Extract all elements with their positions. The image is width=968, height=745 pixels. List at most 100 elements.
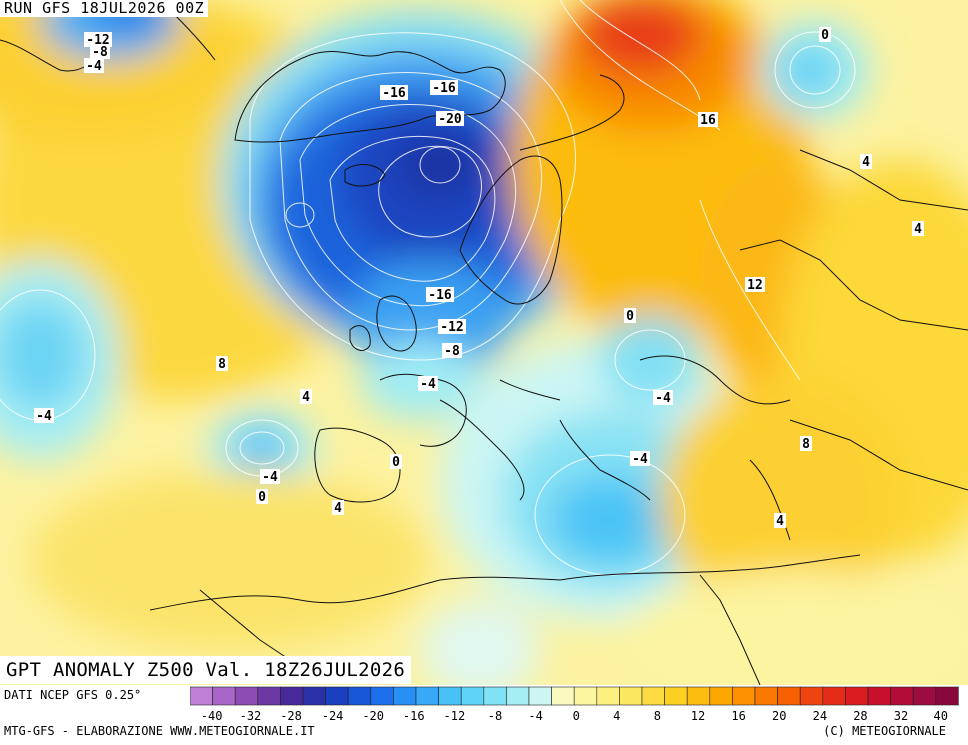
contour-label-bg [90, 44, 110, 59]
contour-label: 4 [334, 501, 342, 516]
contour-label: -4 [86, 59, 102, 74]
colorbar-swatch [370, 686, 394, 706]
colorbar-swatch [438, 686, 462, 706]
contour-label: 8 [802, 437, 810, 452]
contour-label: -4 [632, 452, 648, 467]
contour-label-bg [430, 80, 458, 95]
colorbar-swatch [460, 686, 485, 706]
contour-label: 16 [700, 113, 716, 128]
colorbar-tick-label: -12 [444, 709, 466, 722]
colorbar-swatch [845, 686, 869, 706]
colorbar-swatch [709, 686, 733, 706]
contour-label: 4 [776, 514, 784, 529]
contour-label: 0 [626, 309, 634, 324]
contour-label-bg [380, 85, 408, 100]
contour-label: 4 [302, 390, 310, 405]
colorbar-swatch [641, 686, 665, 706]
colorbar-swatch [777, 686, 801, 706]
contour-label-bg [624, 308, 636, 323]
colorbar-swatch [190, 686, 213, 706]
contour-value-labels: -12-8-4-16 -16-20 1604412-16-12-80-484-4-4… [34, 27, 924, 529]
contour-label-bg [819, 27, 831, 42]
colorbar-swatch [551, 686, 575, 706]
colorbar-swatch [596, 686, 620, 706]
contour-label: 0 [392, 455, 400, 470]
contour-label: -16 [382, 86, 406, 101]
colorbar-swatch [732, 686, 756, 706]
contour-label: 8 [218, 357, 226, 372]
contour-label-bg [390, 454, 402, 469]
contour-label-bg [34, 408, 54, 423]
contour-label-bg [860, 154, 872, 169]
contour-label: -12 [440, 320, 463, 335]
colorbar-swatch [619, 686, 643, 706]
colorbar-swatch [799, 686, 824, 706]
colorbar-tick-label: -4 [528, 709, 542, 722]
contour-label: -20 [438, 112, 462, 127]
contour-label-bg [774, 513, 786, 528]
data-source-label: DATI NCEP GFS 0.25° [4, 688, 142, 702]
colorbar-tick-label: 40 [934, 709, 948, 722]
colorbar-tick-label: 32 [894, 709, 908, 722]
contour-label-bg [216, 356, 228, 371]
colorbar-tick-label: -20 [362, 709, 384, 722]
contour-label-bg [256, 489, 268, 504]
contour-label-bg [84, 58, 104, 73]
contour-label-bg [745, 277, 765, 292]
contour-label-bg [426, 287, 454, 302]
colorbar-swatch [935, 686, 959, 706]
contour-label: -4 [36, 409, 52, 424]
contour-label: 0 [821, 28, 829, 43]
colorbar-swatch [483, 686, 507, 706]
colorbar-legend: -40 -32 -28 -24 -20 -16 -12 -8 -4 0 4 8 12 16 20 24 28 32… [190, 686, 959, 722]
colorbar-swatch [528, 686, 552, 706]
colorbar-swatch [867, 686, 891, 706]
colorbar-swatch [212, 686, 236, 706]
colorbar-swatch [573, 686, 598, 706]
contour-label-bg [698, 112, 718, 127]
contour-label-bg [653, 390, 673, 405]
contour-label: -16 [428, 288, 452, 303]
colorbar-tick-label: 12 [691, 709, 705, 722]
contour-label: 12 [747, 278, 763, 293]
contour-label-bg [438, 319, 466, 334]
contour-label-bg [332, 500, 344, 515]
colorbar-swatch [393, 686, 417, 706]
contour-label-bg [418, 376, 438, 391]
colorbar-tick-label: -32 [240, 709, 262, 722]
anomaly-map: -12-8-4-16 -16-20 1604412-16-12-80-484-4-4… [0, 0, 968, 685]
contour-label: 0 [258, 490, 266, 505]
colorbar-tick-label: 8 [654, 709, 661, 722]
colorbar-swatch [302, 686, 326, 706]
colorbar-swatch [234, 686, 259, 706]
contour-label: -8 [444, 344, 460, 359]
credit-right: (C) METEOGIORNALE [823, 724, 946, 738]
contour-label-bg [84, 32, 112, 47]
colorbar-swatch [280, 686, 304, 706]
colorbar-tick-label: 4 [613, 709, 620, 722]
colorbar-swatch [415, 686, 439, 706]
colorbar-tick-label: -28 [280, 709, 302, 722]
colorbar-swatch [257, 686, 281, 706]
contour-label: -4 [655, 391, 671, 406]
contour-label: -4 [262, 470, 278, 485]
colorbar-tick-label: 20 [772, 709, 786, 722]
contour-label-bg [630, 451, 650, 466]
colorbar-tick-label: -8 [488, 709, 502, 722]
colorbar-swatch [686, 686, 711, 706]
contour-label-bg [442, 343, 462, 358]
colorbar-tick-label: -16 [403, 709, 425, 722]
colorbar-tick-label: -24 [322, 709, 344, 722]
colorbar-swatch [754, 686, 778, 706]
contour-label: -8 [92, 45, 108, 60]
colorbar-swatch [890, 686, 914, 706]
colorbar-swatch [347, 686, 372, 706]
colorbar-tick-label: 28 [853, 709, 867, 722]
contour-label: -4 [420, 377, 436, 392]
colorbar-tick-label: 16 [731, 709, 745, 722]
contour-label-bg [300, 389, 312, 404]
colorbar-swatch [664, 686, 688, 706]
colorbar-swatch [506, 686, 530, 706]
colorbar-tick-label: 24 [813, 709, 827, 722]
